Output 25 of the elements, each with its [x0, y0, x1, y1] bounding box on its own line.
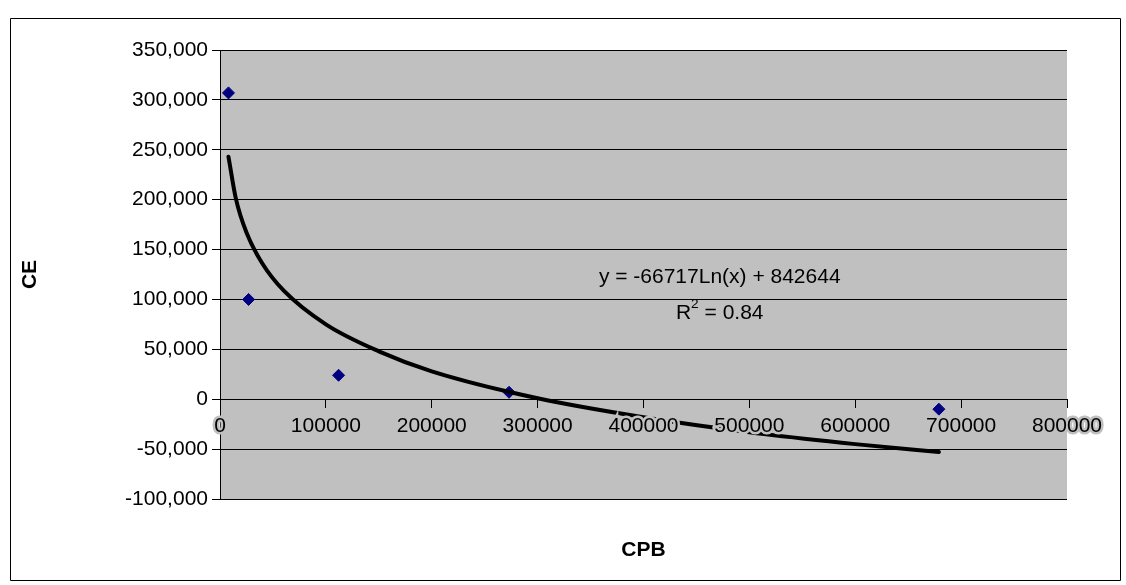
point	[221, 86, 235, 100]
x-axis-title: CPB	[621, 536, 666, 560]
y-tick-label: 250,000	[132, 136, 208, 160]
y-tick-label: 200,000	[132, 186, 208, 210]
y-tick-label: 300,000	[132, 86, 208, 110]
y-tick-label: 50,000	[143, 336, 208, 360]
y-tick-label: 350,000	[132, 36, 208, 60]
x-tick-label: 400000	[608, 412, 679, 436]
x-tick-label: 800000	[1031, 412, 1103, 436]
x-tick-label: 500000	[714, 412, 785, 436]
point	[332, 368, 346, 382]
y-tick-label: -50,000	[136, 435, 208, 459]
x-tick-label: 600000	[820, 412, 891, 436]
y-tick-label: 150,000	[132, 236, 208, 260]
point	[932, 402, 946, 416]
x-tick-label: 100000	[290, 412, 361, 436]
point	[242, 292, 256, 306]
x-tick-label: 300000	[502, 412, 573, 436]
y-tick-label: -100,000	[125, 485, 208, 509]
x-tick-label: 200000	[396, 412, 467, 436]
annotation: y = -66717Ln(x) + 842644	[598, 263, 841, 287]
y-axis-title: CE	[17, 259, 41, 290]
y-tick-label: 100,000	[132, 286, 208, 310]
x-tick-label: 700000	[926, 412, 997, 436]
y-tick-label: 0	[196, 386, 208, 410]
